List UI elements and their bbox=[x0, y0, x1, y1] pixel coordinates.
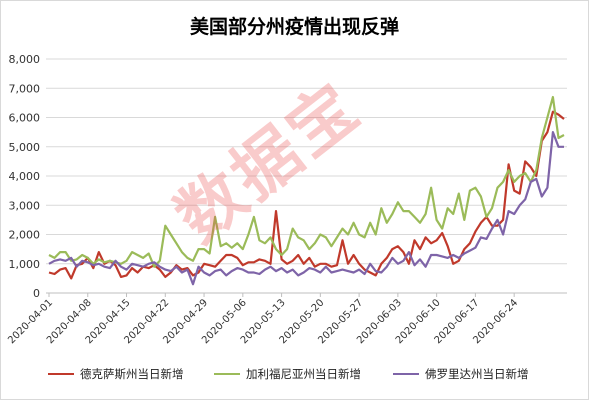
y-axis-ticks: 0 1,000 2,000 3,000 4,000 5,000 6,000 7,000 8,00… bbox=[9, 53, 41, 300]
y-tick-label: 8,000 bbox=[9, 53, 41, 66]
legend-label-california: 加利福尼亚州当日新增 bbox=[246, 367, 361, 381]
y-tick-label: 5,000 bbox=[9, 141, 41, 154]
legend-label-texas: 德克萨斯州当日新增 bbox=[80, 367, 184, 381]
x-axis-ticks: 2020-04-012020-04-082020-04-152020-04-22… bbox=[6, 293, 520, 346]
y-tick-label: 4,000 bbox=[9, 170, 41, 183]
legend-label-florida: 佛罗里达州当日新增 bbox=[425, 367, 529, 381]
gridlines bbox=[46, 58, 567, 294]
legend: 德克萨斯州当日新增 加利福尼亚州当日新增 佛罗里达州当日新增 bbox=[0, 366, 589, 386]
series-line-texas-line bbox=[48, 110, 565, 280]
chart-title: 美国部分州疫情出现反弹 bbox=[189, 16, 399, 38]
series-lines bbox=[48, 95, 565, 286]
y-tick-label: 7,000 bbox=[9, 82, 41, 95]
y-tick-label: 6,000 bbox=[9, 112, 41, 125]
series-line-florida-line bbox=[48, 131, 564, 286]
y-tick-label: 1,000 bbox=[9, 258, 41, 271]
legend-item-california: 加利福尼亚州当日新增 bbox=[214, 366, 361, 382]
legend-swatch-texas bbox=[48, 373, 74, 375]
legend-swatch-california bbox=[214, 373, 240, 375]
legend-item-texas: 德克萨斯州当日新增 bbox=[48, 366, 184, 382]
legend-swatch-florida bbox=[393, 373, 419, 375]
series-line-california-line bbox=[48, 95, 565, 268]
y-tick-label: 2,000 bbox=[9, 229, 41, 242]
y-tick-label: 0 bbox=[33, 287, 40, 300]
legend-item-florida: 佛罗里达州当日新增 bbox=[393, 366, 529, 382]
y-tick-label: 3,000 bbox=[9, 199, 41, 212]
